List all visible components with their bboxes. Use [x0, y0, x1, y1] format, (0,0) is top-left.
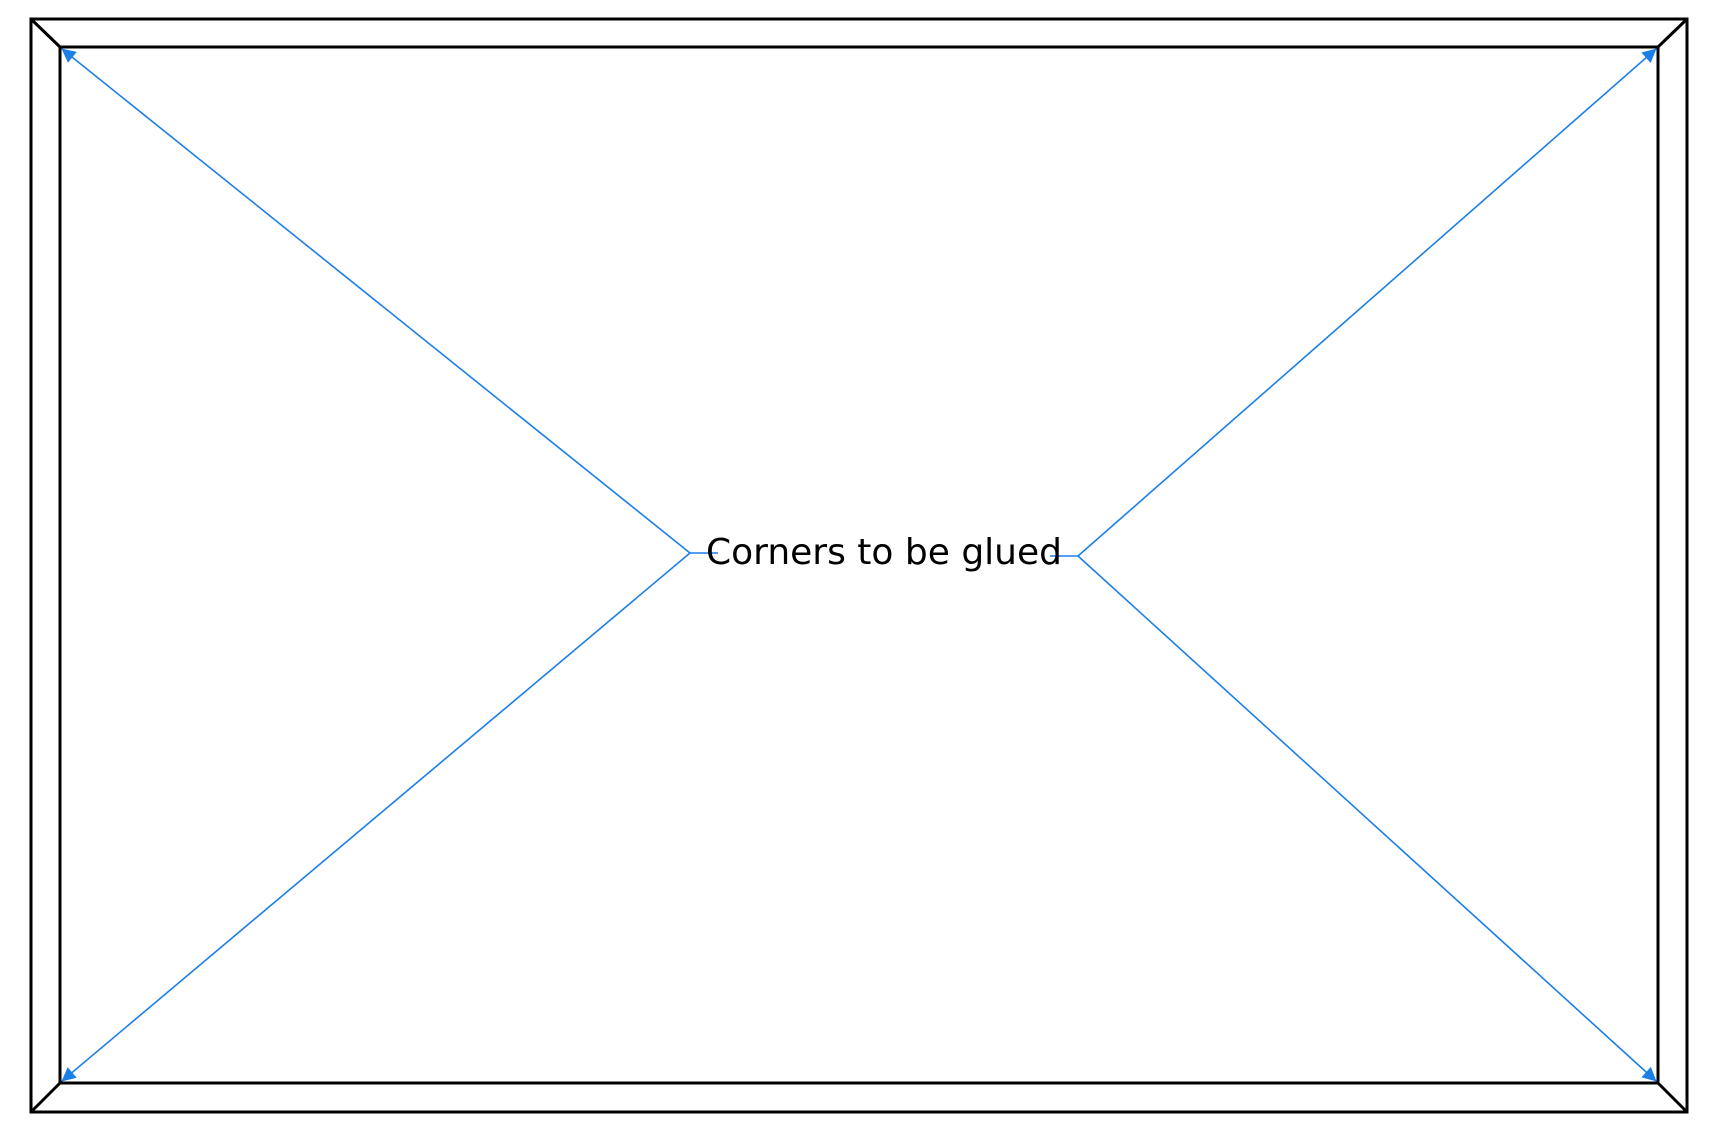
- leader-arrow-top-left: [61, 48, 691, 554]
- leader-arrow-top-right: [1077, 48, 1657, 557]
- leader-arrow-bottom-left: [61, 552, 691, 1082]
- mitre-joint-top-left: [29, 17, 62, 49]
- mitre-joint-bottom-right: [1656, 1081, 1689, 1114]
- mitre-joint-bottom-left: [29, 1081, 62, 1114]
- outer-frame-edge: [29, 17, 1689, 1114]
- mitre-joint-top-right: [1656, 17, 1689, 49]
- leader-arrow-bottom-right: [1077, 555, 1657, 1082]
- callout-label: Corners to be glued: [706, 532, 1062, 573]
- inner-frame-edge: [58, 45, 1660, 1085]
